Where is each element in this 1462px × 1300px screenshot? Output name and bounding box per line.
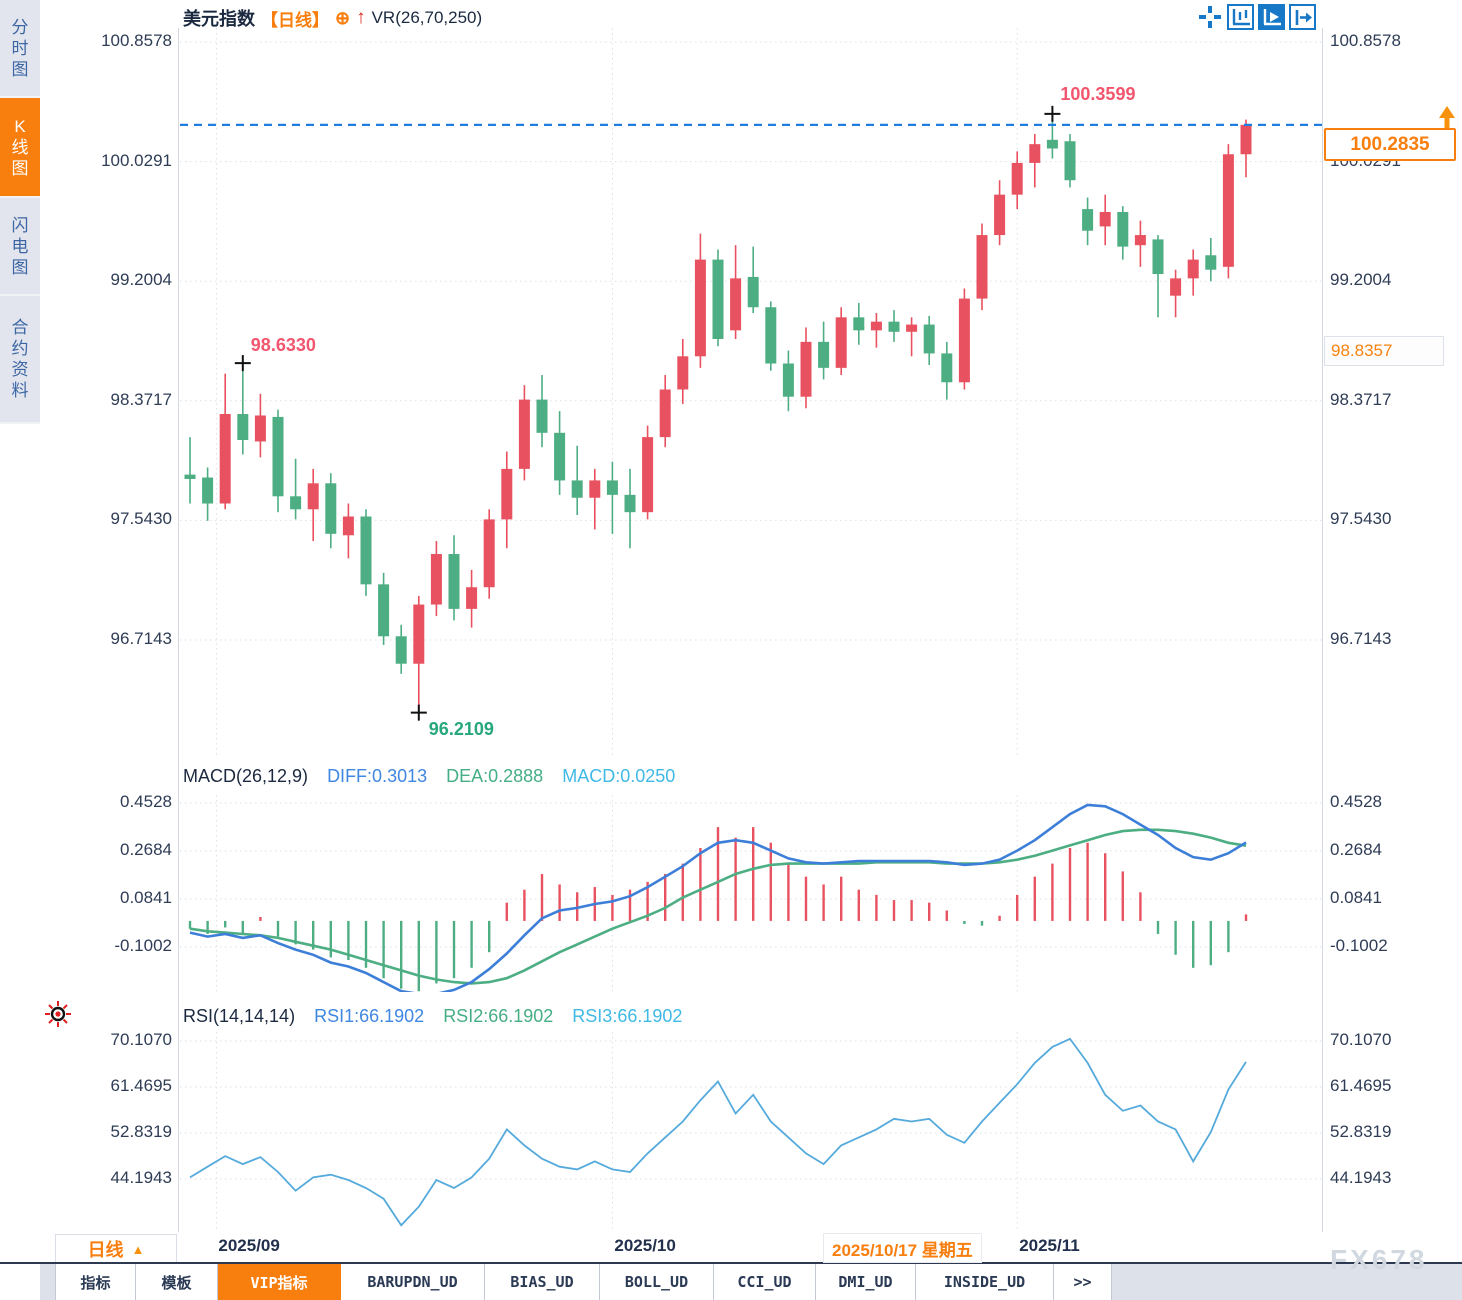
macd-axis-right-3: -0.1002: [1330, 936, 1388, 955]
right-axis-line: [1322, 28, 1323, 1232]
candlestick-chart[interactable]: [180, 28, 1322, 757]
main-axis-left-0: 100.8578: [101, 31, 172, 50]
price-annotation-96.2109: 96.2109: [428, 718, 494, 739]
main-axis-right-5: 96.7143: [1330, 629, 1392, 648]
sidebar-tab-1[interactable]: 分时图: [0, 0, 40, 98]
date-axis-row: 日线 ▲ 2025/10/17 星期五 2025/09 2025/10 2025/1…: [40, 1232, 1462, 1264]
bottom-tab-9[interactable]: INSIDE_UD: [916, 1264, 1054, 1300]
bottom-divider: [0, 1262, 1462, 1264]
macd-axis-right-2: 0.0841: [1330, 888, 1382, 907]
rsi-axis-right-2: 52.8319: [1330, 1122, 1392, 1141]
rsi-axis-right-3: 44.1943: [1330, 1168, 1392, 1187]
macd-params-label: MACD(26,12,9): [183, 766, 309, 786]
rsi-params-label: RSI(14,14,14): [183, 1006, 296, 1026]
period-badge[interactable]: 【日线】: [261, 10, 329, 30]
price-annotation-98.6330: 98.6330: [250, 335, 316, 356]
price-annotation-100.3599: 100.3599: [1060, 83, 1136, 104]
x-tick-2025/09: 2025/09: [218, 1236, 280, 1255]
main-axis-left-4: 97.5430: [110, 509, 172, 529]
rsi2-readout: RSI2:66.1902: [443, 1006, 554, 1026]
rsi-axis-right-1: 61.4695: [1330, 1076, 1392, 1095]
symbol-name: 美元指数: [183, 9, 255, 29]
bottom-tab-3[interactable]: VIP指标: [218, 1264, 341, 1300]
rsi-header: RSI(14,14,14) RSI1:66.1902 RSI2:66.1902 …: [183, 1006, 682, 1027]
period-selector[interactable]: 日线 ▲: [55, 1234, 177, 1264]
rsi-axis-left-1: 61.4695: [110, 1076, 172, 1095]
main-axis-left-2: 99.2004: [110, 270, 172, 290]
main-axis-left-1: 100.0291: [101, 150, 172, 170]
macd-hist-readout: MACD:0.0250: [562, 766, 676, 786]
rsi-axis-left-0: 70.1070: [110, 1030, 172, 1049]
main-axis-right-4: 97.5430: [1330, 509, 1392, 529]
plus-circle-icon[interactable]: ⊕: [335, 7, 351, 28]
indicator-tab-bar: 指标 模板 VIP指标 BARUPDN_UD BIAS_UD BOLL_UD CCI_UD D…: [40, 1264, 1462, 1300]
sun-icon[interactable]: [44, 1000, 72, 1028]
current-price-badge: 100.2835: [1324, 128, 1456, 161]
macd-chart[interactable]: [180, 795, 1322, 992]
rsi1-readout: RSI1:66.1902: [314, 1006, 425, 1026]
macd-header: MACD(26,12,9) DIFF:0.3013 DEA:0.2888 MAC…: [183, 766, 675, 787]
main-axis-right-3: 98.3717: [1330, 389, 1392, 409]
main-axis-right-0: 100.8578: [1330, 31, 1401, 50]
rsi-axis-left-3: 44.1943: [110, 1168, 172, 1187]
bottom-tab-5[interactable]: BIAS_UD: [485, 1264, 600, 1300]
rsi-chart[interactable]: [180, 1032, 1322, 1232]
main-axis-left-5: 96.7143: [110, 629, 172, 648]
axis-scale-tool-button[interactable]: [1227, 4, 1254, 30]
macd-dea-readout: DEA:0.2888: [446, 766, 544, 786]
bottom-tab-2[interactable]: 模板: [136, 1264, 218, 1300]
macd-axis-left-1: 0.2684: [120, 840, 172, 859]
current-price-arrow-icon: [1438, 106, 1456, 128]
up-arrow-icon: ↑: [356, 7, 366, 28]
sidebar-tab-3[interactable]: 闪电图: [0, 198, 40, 296]
main-axis-right-2: 99.2004: [1330, 270, 1392, 290]
macd-axis-left-0: 0.4528: [120, 792, 172, 811]
rsi-axis-left-2: 52.8319: [110, 1122, 172, 1141]
chart-title-row: 美元指数 【日线】 ⊕ ↑ VR(26,70,250): [183, 6, 482, 30]
macd-axis-right-1: 0.2684: [1330, 840, 1382, 859]
macd-axis-left-3: -0.1002: [114, 936, 172, 955]
x-tick-2025/11: 2025/11: [1019, 1236, 1080, 1255]
rsi-axis-right-0: 70.1070: [1330, 1030, 1392, 1049]
left-axis-line: [178, 28, 179, 1232]
macd-diff-readout: DIFF:0.3013: [327, 766, 428, 786]
exit-right-tool-button[interactable]: [1289, 4, 1316, 30]
period-selector-arrow-icon: ▲: [131, 1241, 145, 1257]
bottom-tab-10[interactable]: >>: [1054, 1264, 1112, 1300]
bottom-tab-4[interactable]: BARUPDN_UD: [341, 1264, 485, 1300]
chart-toolbar: [1196, 4, 1316, 30]
axis-play-tool-button[interactable]: [1258, 4, 1285, 30]
level-price-badge: 98.8357: [1324, 336, 1444, 366]
bottom-tab-8[interactable]: DMI_UD: [816, 1264, 916, 1300]
macd-axis-left-2: 0.0841: [120, 888, 172, 907]
bottom-tab-1[interactable]: 指标: [55, 1264, 136, 1300]
bottom-tab-6[interactable]: BOLL_UD: [600, 1264, 714, 1300]
macd-axis-right-0: 0.4528: [1330, 792, 1382, 811]
overlay-indicator-label: VR(26,70,250): [371, 8, 483, 27]
highlighted-date-badge: 2025/10/17 星期五: [823, 1233, 982, 1263]
x-tick-2025/10: 2025/10: [614, 1236, 676, 1255]
crosshair-tool-button[interactable]: [1196, 4, 1223, 30]
watermark: FX678: [1330, 1244, 1428, 1275]
bottom-tab-7[interactable]: CCI_UD: [714, 1264, 816, 1300]
period-selector-label: 日线: [87, 1240, 124, 1260]
sidebar-tab-4[interactable]: 合约资料: [0, 296, 40, 424]
main-axis-left-3: 98.3717: [110, 389, 172, 409]
rsi3-readout: RSI3:66.1902: [572, 1006, 683, 1026]
